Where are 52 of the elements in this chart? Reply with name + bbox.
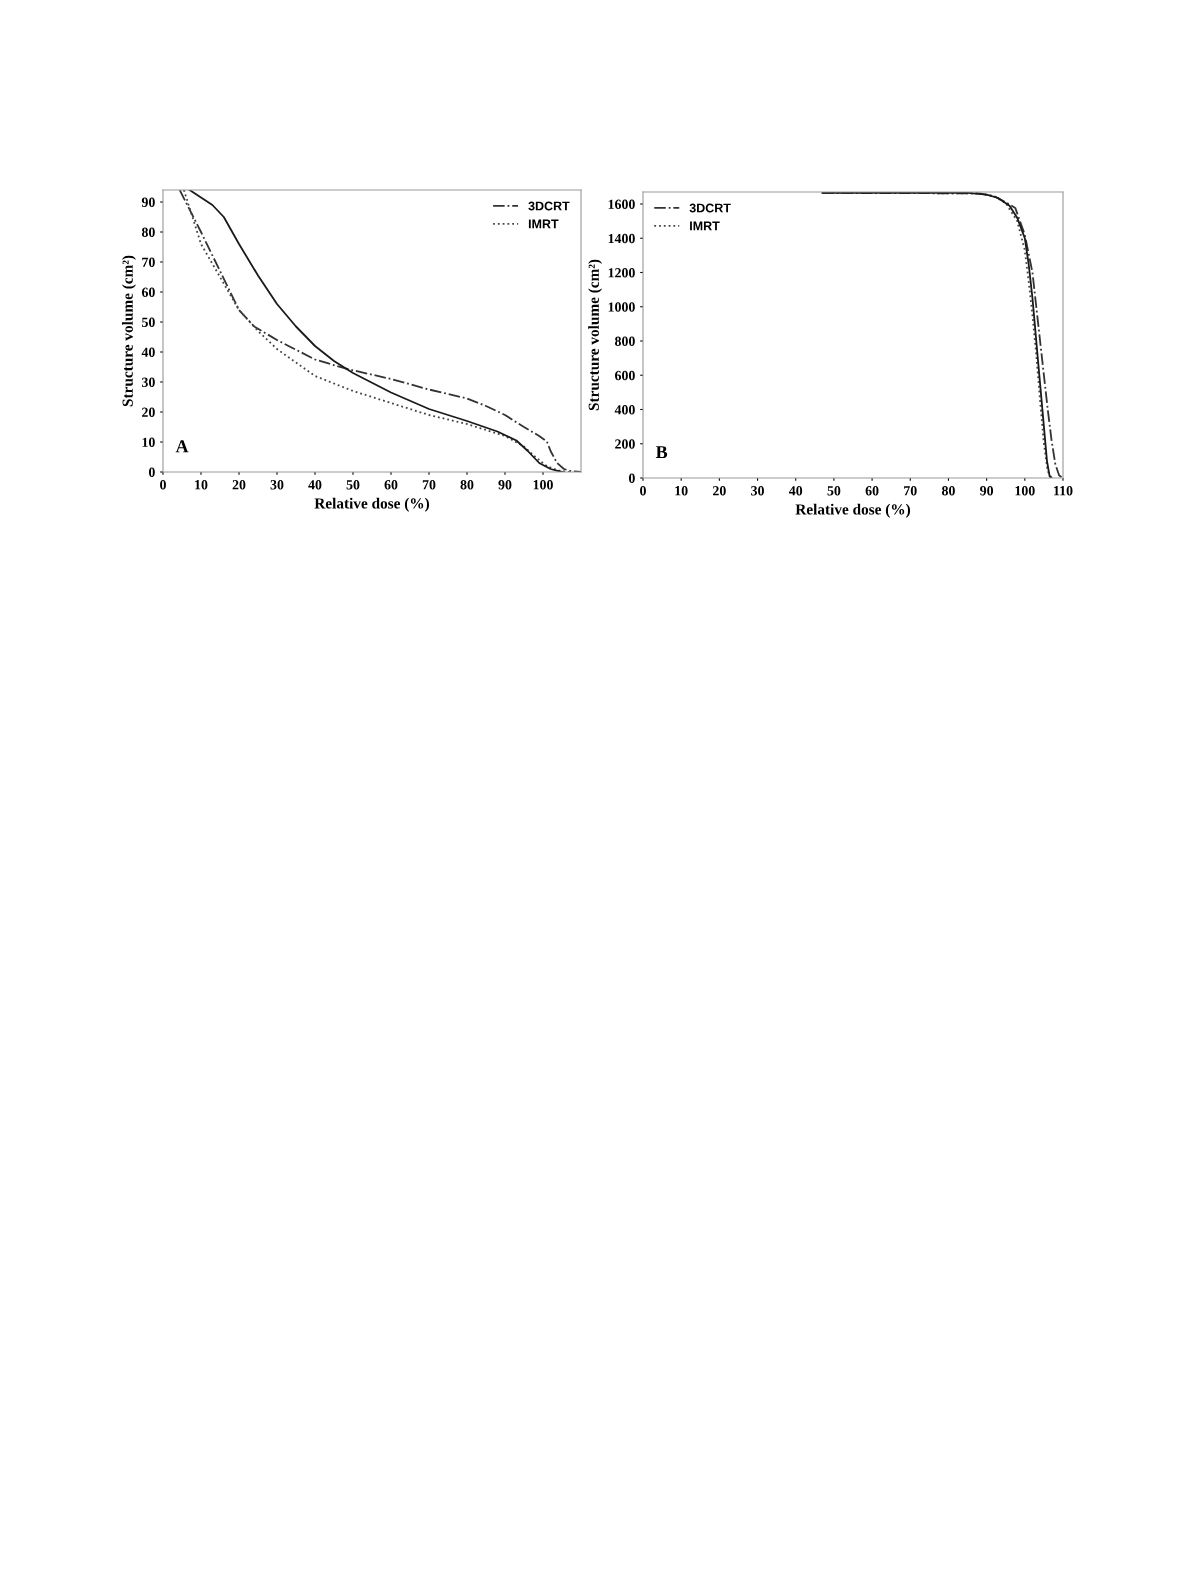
y-tick-label: 70	[142, 257, 155, 267]
legend-label: IMRT	[528, 219, 559, 229]
x-tick-label: 60	[384, 480, 398, 490]
y-tick-label: 60	[141, 287, 155, 297]
x-tick-label: 100	[533, 480, 553, 490]
legend-label: IMRT	[690, 221, 720, 231]
x-axis-title: Relative dose (%)	[795, 503, 911, 518]
y-tick-label: 400	[614, 405, 635, 415]
x-tick-label: 30	[751, 486, 764, 496]
annotation: A	[175, 440, 189, 453]
x-tick-label: 50	[346, 480, 360, 490]
x-tick-label: 10	[675, 486, 688, 496]
legend-label: 3DCRT	[689, 203, 731, 213]
y-tick-label: 1200	[608, 268, 635, 278]
y-tick-label: 200	[615, 439, 635, 449]
y-tick-label: 1000	[608, 302, 635, 312]
y-tick-label: 10	[142, 437, 155, 447]
y-tick-label: 0	[148, 467, 155, 477]
x-tick-label: 60	[865, 486, 879, 496]
y-tick-label: 20	[142, 407, 155, 417]
x-tick-label: 70	[904, 486, 917, 496]
x-tick-label: 90	[980, 486, 994, 496]
x-tick-label: 20	[232, 480, 246, 490]
x-tick-label: 110	[1054, 486, 1073, 496]
x-tick-label: 90	[498, 480, 512, 490]
x-tick-label: 0	[160, 480, 166, 490]
x-tick-label: 0	[640, 486, 646, 496]
x-tick-label: 50	[827, 486, 841, 496]
y-tick-label: 1600	[608, 199, 635, 209]
y-tick-label: 80	[141, 227, 155, 237]
x-tick-label: 10	[195, 480, 208, 490]
y-tick-label: 800	[614, 336, 635, 346]
x-tick-label: 40	[308, 480, 322, 490]
legend-label: 3DCRT	[528, 201, 570, 211]
annotation: B	[655, 446, 668, 459]
x-tick-label: 100	[1015, 486, 1035, 496]
x-tick-label: 70	[422, 480, 436, 490]
y-axis-title: Structure volume (cm²)	[122, 255, 136, 407]
y-tick-label: 50	[142, 317, 155, 327]
y-axis-title: Structure volume (cm²)	[588, 259, 603, 411]
x-axis-title: Relative dose (%)	[314, 497, 430, 512]
y-tick-label: 1400	[608, 233, 635, 244]
y-tick-label: 30	[142, 377, 155, 387]
y-tick-label: 40	[141, 347, 155, 357]
x-tick-label: 80	[460, 480, 474, 490]
y-tick-label: 0	[628, 473, 635, 483]
y-tick-label: 90	[141, 197, 155, 207]
x-tick-label: 80	[941, 486, 955, 496]
x-tick-label: 30	[270, 480, 284, 490]
y-tick-label: 600	[615, 370, 635, 381]
x-tick-label: 20	[713, 486, 726, 496]
x-tick-label: 40	[788, 486, 803, 496]
